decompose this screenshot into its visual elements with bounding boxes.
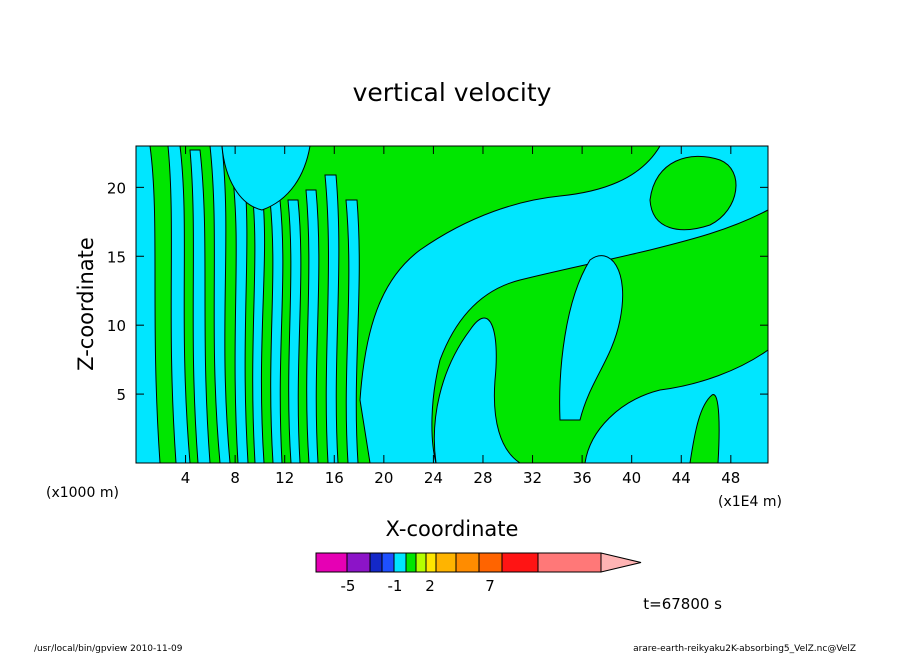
x-tick-label: 4: [181, 469, 191, 487]
x-axis-label: X-coordinate: [386, 517, 519, 541]
colorbar-tick-label: -1: [388, 577, 403, 595]
colorbar-swatch: [315, 552, 348, 573]
colorbar-tick-label: 7: [485, 577, 495, 595]
velocity-field: [136, 146, 768, 463]
colorbar-tick-label: 2: [425, 577, 435, 595]
colorbar-tick-label: -5: [341, 577, 356, 595]
colorbar-swatch: [537, 552, 602, 573]
x-tick-label: 24: [424, 469, 443, 487]
x-tick-label: 12: [275, 469, 294, 487]
x-tick-label: 16: [325, 469, 344, 487]
x-tick-label: 36: [573, 469, 592, 487]
x-tick-label: 28: [473, 469, 492, 487]
colorbar-swatch: [478, 552, 503, 573]
colorbar-swatch: [369, 552, 383, 573]
y-axis-label: Z-coordinate: [74, 237, 98, 371]
colorbar: [315, 552, 642, 573]
colorbar-swatch: [501, 552, 539, 573]
colorbar-arrow: [600, 552, 642, 573]
plot-frame: [135, 145, 769, 464]
x-axis: 4 8 12 16 20 24 28 32 36 40 44 48: [181, 146, 740, 487]
chart-title: vertical velocity: [353, 78, 552, 107]
x-tick-label: 32: [523, 469, 542, 487]
x-tick-label: 48: [721, 469, 740, 487]
time-label: t=67800 s: [643, 595, 722, 613]
colorbar-swatch: [415, 552, 427, 573]
x-tick-label: 40: [622, 469, 641, 487]
colorbar-swatch: [405, 552, 417, 573]
x-unit-right: (x1E4 m): [718, 494, 782, 510]
x-unit-left: (x1000 m): [46, 485, 119, 501]
y-tick-label: 5: [116, 386, 126, 404]
x-tick-label: 20: [374, 469, 393, 487]
footer-left: /usr/local/bin/gpview 2010-11-09: [34, 644, 183, 654]
y-tick-label: 20: [107, 179, 126, 197]
colorbar-swatch: [425, 552, 437, 573]
colorbar-swatch: [381, 552, 395, 573]
y-axis: 5 10 15 20: [107, 179, 768, 404]
y-tick-label: 15: [107, 248, 126, 266]
x-tick-label: 44: [672, 469, 691, 487]
footer-right: arare-earth-reikyaku2K-absorbing5_VelZ.n…: [633, 644, 856, 654]
x-tick-label: 8: [230, 469, 240, 487]
y-tick-label: 10: [107, 317, 126, 335]
colorbar-swatch: [393, 552, 407, 573]
colorbar-swatch: [435, 552, 457, 573]
colorbar-swatch: [455, 552, 480, 573]
colorbar-tick-labels: -5 -1 2 7: [341, 577, 495, 595]
colorbar-swatch: [346, 552, 371, 573]
